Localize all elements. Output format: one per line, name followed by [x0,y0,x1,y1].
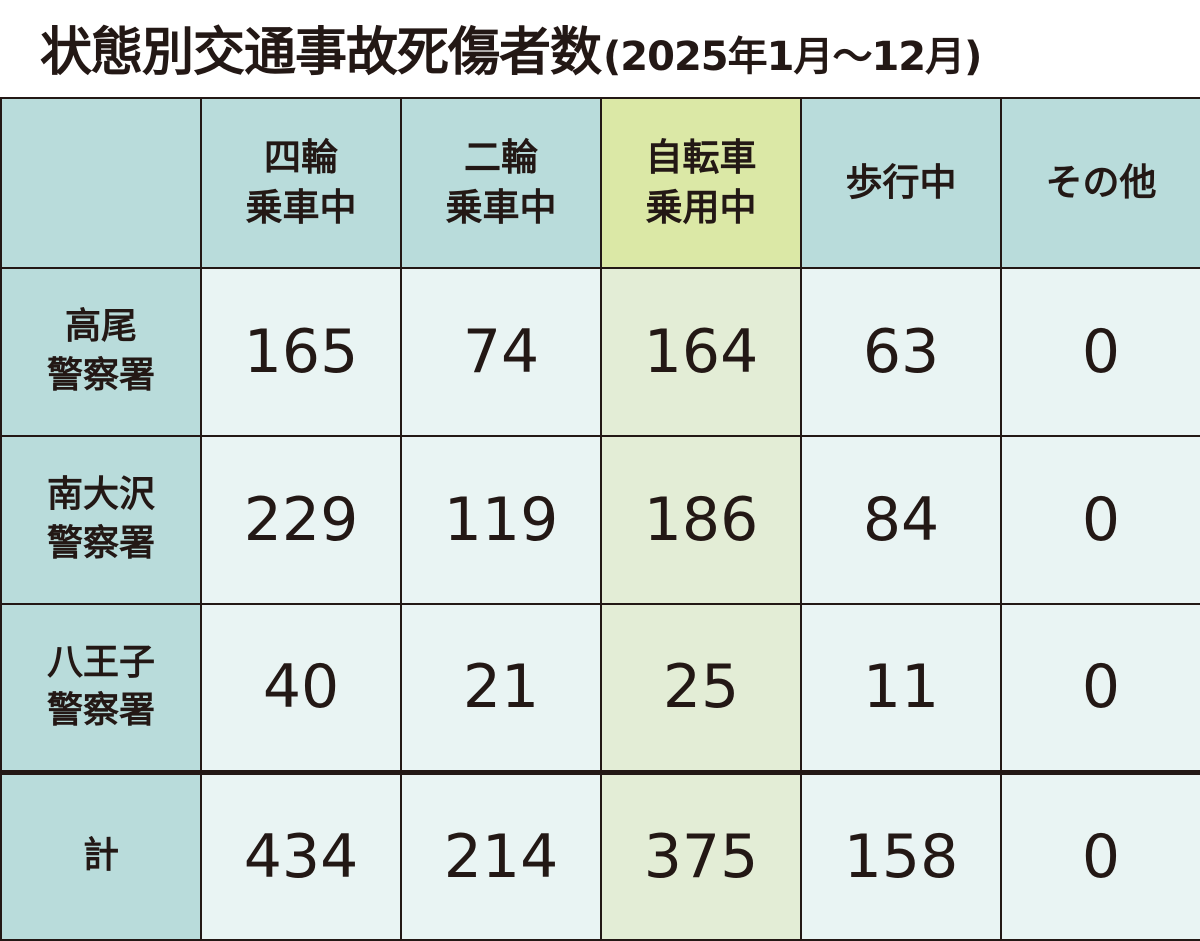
title-main: 状態別交通事故死傷者数 [40,23,602,83]
table-cell: 0 [1000,267,1200,437]
table-row: 高尾 警察署 165 74 164 63 0 [0,267,1200,437]
column-header-line1: 歩行中 [845,161,957,205]
table-cell: 0 [1000,435,1200,605]
column-header: 二輪 乗車中 [400,97,602,269]
column-header-line1: その他 [1045,161,1157,205]
table-row: 南大沢 警察署 229 119 186 84 0 [0,435,1200,605]
table-cell: 63 [800,267,1002,437]
header-row: 四輪 乗車中 二輪 乗車中 自転車 乗用中 歩行中 その他 [0,97,1200,269]
total-cell: 434 [200,769,402,941]
row-header: 高尾 警察署 [0,267,202,437]
column-header-line2: 乗車中 [445,186,557,229]
column-header-line2: 乗車中 [245,186,357,229]
table-cell: 229 [200,435,402,605]
column-header-line1: 四輪 [264,136,338,180]
column-header: その他 [1000,97,1200,269]
table-cell: 40 [200,603,402,773]
casualty-table: 四輪 乗車中 二輪 乗車中 自転車 乗用中 歩行中 その他 高尾 警察署 [0,97,1200,941]
table-cell-highlighted: 186 [600,435,802,605]
total-label: 計 [0,769,202,941]
row-header-line1: 八王子 [46,641,155,683]
total-cell-highlighted: 375 [600,769,802,941]
row-header-line2: 警察署 [46,355,155,396]
table-row: 八王子 警察署 40 21 25 11 0 [0,603,1200,773]
column-header-highlighted: 自転車 乗用中 [600,97,802,269]
column-header-line2: 乗用中 [645,186,757,229]
column-header-line1: 二輪 [464,136,538,180]
table-cell: 0 [1000,603,1200,773]
table-cell: 119 [400,435,602,605]
total-cell: 158 [800,769,1002,941]
total-row: 計 434 214 375 158 0 [0,769,1200,941]
table-cell: 11 [800,603,1002,773]
row-header: 南大沢 警察署 [0,435,202,605]
total-cell: 214 [400,769,602,941]
row-header-line2: 警察署 [46,690,155,732]
total-cell: 0 [1000,769,1200,941]
corner-cell [0,97,202,269]
row-header: 八王子 警察署 [0,603,202,773]
table-cell: 84 [800,435,1002,605]
column-header: 四輪 乗車中 [200,97,402,269]
table-cell: 21 [400,603,602,773]
column-header: 歩行中 [800,97,1002,269]
row-header-line1: 高尾 [64,306,137,348]
table-cell: 165 [200,267,402,437]
row-header-line1: 南大沢 [46,474,155,516]
table-cell: 74 [400,267,602,437]
title-period: (2025年1月〜12月) [603,34,982,80]
row-header-line2: 警察署 [46,523,155,564]
table-cell-highlighted: 25 [600,603,802,773]
chart-title: 状態別交通事故死傷者数 (2025年1月〜12月) [40,10,982,90]
column-header-line1: 自転車 [645,136,757,180]
table-cell-highlighted: 164 [600,267,802,437]
